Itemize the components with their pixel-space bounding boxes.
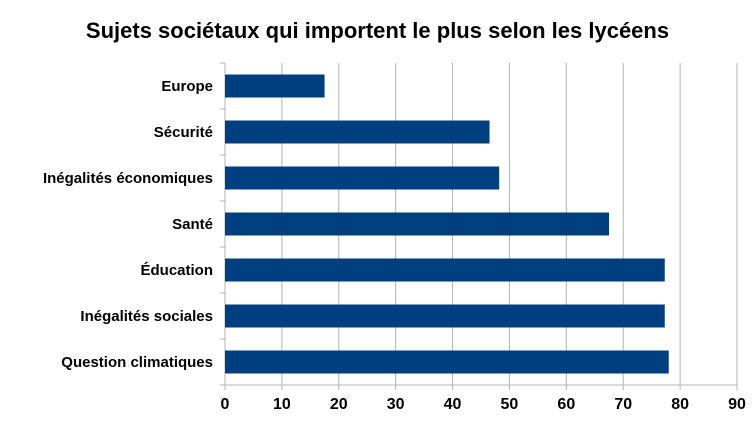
x-tick-label: 20 (330, 396, 348, 413)
chart-title: Sujets sociétaux qui importent le plus s… (85, 18, 670, 43)
x-tick-label: 80 (671, 396, 689, 413)
category-label: Éducation (140, 262, 213, 279)
bar-1 (225, 120, 490, 144)
bar-5 (225, 304, 665, 328)
category-label: Question climatiques (61, 354, 213, 371)
x-tick-label: 10 (273, 396, 291, 413)
x-tick-label: 90 (728, 396, 746, 413)
category-label: Inégalités économiques (43, 170, 213, 187)
bar-4 (225, 258, 665, 282)
category-label: Europe (161, 78, 213, 95)
bar-3 (225, 212, 609, 236)
x-tick-label: 30 (387, 396, 405, 413)
bar-2 (225, 166, 500, 190)
x-tick-label: 60 (557, 396, 575, 413)
category-label: Sécurité (154, 124, 213, 141)
x-tick-label: 0 (221, 396, 230, 413)
category-label: Inégalités sociales (80, 308, 213, 325)
x-tick-label: 70 (614, 396, 632, 413)
category-label: Santé (172, 216, 213, 233)
x-tick-label: 50 (501, 396, 519, 413)
bar-0 (225, 74, 325, 98)
bar-6 (225, 350, 669, 374)
x-tick-label: 40 (444, 396, 462, 413)
